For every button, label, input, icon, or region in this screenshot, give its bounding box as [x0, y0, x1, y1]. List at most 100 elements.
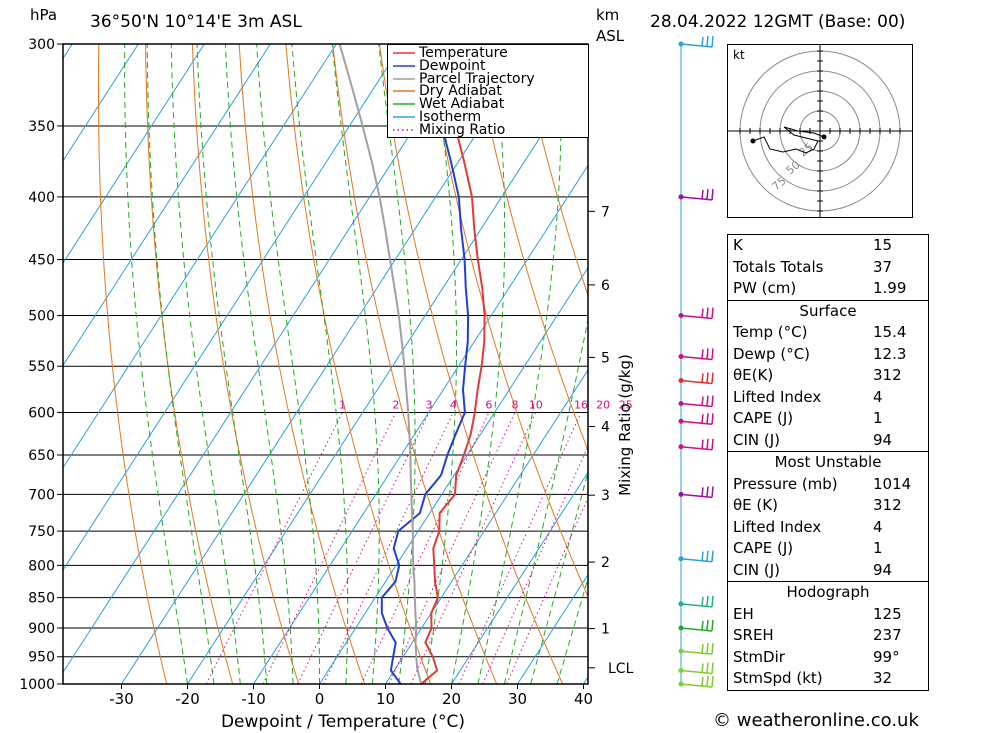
dry-adiabat-line — [379, 44, 564, 684]
pressure-tick-label: 850 — [28, 591, 55, 607]
datetime-label: 28.04.2022 12GMT (Base: 00) — [650, 12, 906, 32]
mixing-ratio-label: 20 — [596, 398, 610, 411]
wind-barb — [680, 595, 714, 608]
mixing-ratio-line — [205, 412, 343, 684]
mixing-ratio-line — [410, 412, 537, 684]
pressure-tick-label: 550 — [28, 359, 55, 375]
pressure-tick-label: 450 — [28, 253, 55, 269]
hodograph-ring-label: 50 — [784, 158, 803, 177]
km-tick-label: 7 — [601, 204, 610, 220]
legend-swatch — [393, 52, 415, 54]
legend-entry: Wet Adiabat — [388, 97, 588, 111]
sreh-value: 237 — [873, 626, 902, 644]
surface-title: Surface — [728, 299, 928, 323]
wind-barb — [680, 550, 714, 563]
mu-title: Most Unstable — [728, 451, 928, 474]
pressure-tick-label: 950 — [28, 650, 55, 666]
wet-adiabat-line — [196, 44, 268, 684]
surface-temp-value: 15.4 — [873, 323, 907, 341]
stmspd-label: StmSpd (kt) — [733, 669, 823, 687]
isotherm-line — [187, 62, 588, 684]
surface-cape-label: CAPE (J) — [733, 409, 794, 427]
mixing-ratio-line — [482, 445, 588, 684]
mixing-ratio-line — [323, 412, 454, 684]
mixing-ratio-label: 1 — [339, 398, 346, 411]
eh-label: EH — [733, 604, 754, 623]
legend-label: Mixing Ratio — [419, 121, 506, 138]
pressure-tick-label: 500 — [28, 309, 55, 325]
mixing-ratio-line — [506, 496, 588, 684]
isotherm-line — [0, 44, 6, 684]
isotherm-line — [63, 44, 205, 264]
series-line-parcel-trajectory — [338, 44, 423, 684]
pw-label: PW (cm) — [733, 279, 797, 297]
dry-adiabat-line — [238, 44, 366, 684]
mixing-ratio-label: 16 — [574, 398, 588, 411]
asl-label: ASL — [596, 27, 625, 45]
surface-cin-label: CIN (J) — [733, 430, 781, 449]
wind-barb — [680, 662, 714, 675]
hodograph-ring-label: 75 — [770, 174, 789, 193]
temperature-tick-label: 30 — [508, 690, 527, 708]
surface-theta-value: 312 — [873, 366, 902, 384]
legend-entry: Isotherm — [388, 110, 588, 124]
stmdir-label: StmDir — [733, 647, 785, 666]
isotherm-line — [517, 573, 588, 684]
totals-label: Totals Totals — [733, 257, 824, 276]
wind-barb — [680, 395, 714, 408]
km-tick-label: 1 — [601, 622, 610, 638]
isotherm-line — [385, 369, 588, 684]
wind-barb — [680, 619, 714, 632]
wind-barb — [680, 413, 714, 425]
wet-adiabat-line — [451, 44, 506, 684]
isotherm-line — [253, 164, 588, 684]
lcl-label: LCL — [608, 661, 634, 677]
surface-dewp-label: Dewp (°C) — [733, 344, 811, 363]
dry-adiabat-line — [191, 44, 300, 684]
surface-cape-value: 1 — [873, 409, 883, 427]
totals-value: 37 — [873, 257, 893, 276]
stmdir-value: 99° — [873, 647, 900, 666]
legend-swatch — [393, 65, 415, 67]
surface-cin-value: 94 — [873, 430, 893, 449]
wet-adiabat-line — [331, 44, 380, 684]
eh-value: 125 — [873, 604, 902, 623]
wind-barb — [680, 675, 714, 688]
pressure-tick-label: 1000 — [19, 677, 55, 693]
pressure-tick-label: 650 — [28, 448, 55, 464]
km-tick-label: 6 — [601, 278, 610, 294]
hodograph-point — [750, 138, 756, 144]
temperature-tick-label: 10 — [376, 690, 395, 708]
wind-barb — [680, 35, 714, 48]
km-tick-label: 3 — [601, 488, 610, 504]
mu-cin-label: CIN (J) — [733, 560, 781, 579]
mu-pressure-value: 1014 — [873, 474, 912, 493]
wet-adiabat-line — [424, 44, 457, 684]
wet-adiabat-line — [146, 44, 215, 684]
isotherm-line — [63, 44, 337, 469]
location-label: 36°50'N 10°14'E 3m ASL — [90, 12, 302, 32]
mu-theta-value: 312 — [873, 496, 902, 514]
wet-adiabat-line — [124, 44, 188, 684]
stmspd-value: 32 — [873, 669, 893, 687]
surface-li-label: Lifted Index — [733, 387, 822, 406]
wet-adiabat-line — [477, 44, 562, 684]
dry-adiabat-line — [988, 44, 1000, 684]
copyright-link[interactable]: © weatheronline.co.uk — [713, 710, 919, 731]
wet-adiabat-line — [224, 44, 294, 684]
wet-adiabat-line — [256, 44, 320, 684]
mixing-ratio-axis-label: Mixing Ratio (g/kg) — [616, 354, 634, 496]
wind-barb — [680, 188, 714, 201]
km-tick-label: 4 — [601, 419, 610, 435]
isotherm-line — [63, 44, 271, 367]
legend-entry: Temperature — [388, 46, 588, 60]
wind-barb — [680, 372, 714, 385]
legend-swatch — [393, 129, 415, 131]
isotherm-line — [451, 471, 588, 684]
legend-label: Dry Adiabat — [419, 83, 502, 100]
dry-adiabat-line — [285, 44, 432, 684]
chart-legend: Temperature Dewpoint Parcel Trajectory Dry … — [387, 44, 589, 138]
temperature-tick-label: -20 — [175, 690, 200, 708]
